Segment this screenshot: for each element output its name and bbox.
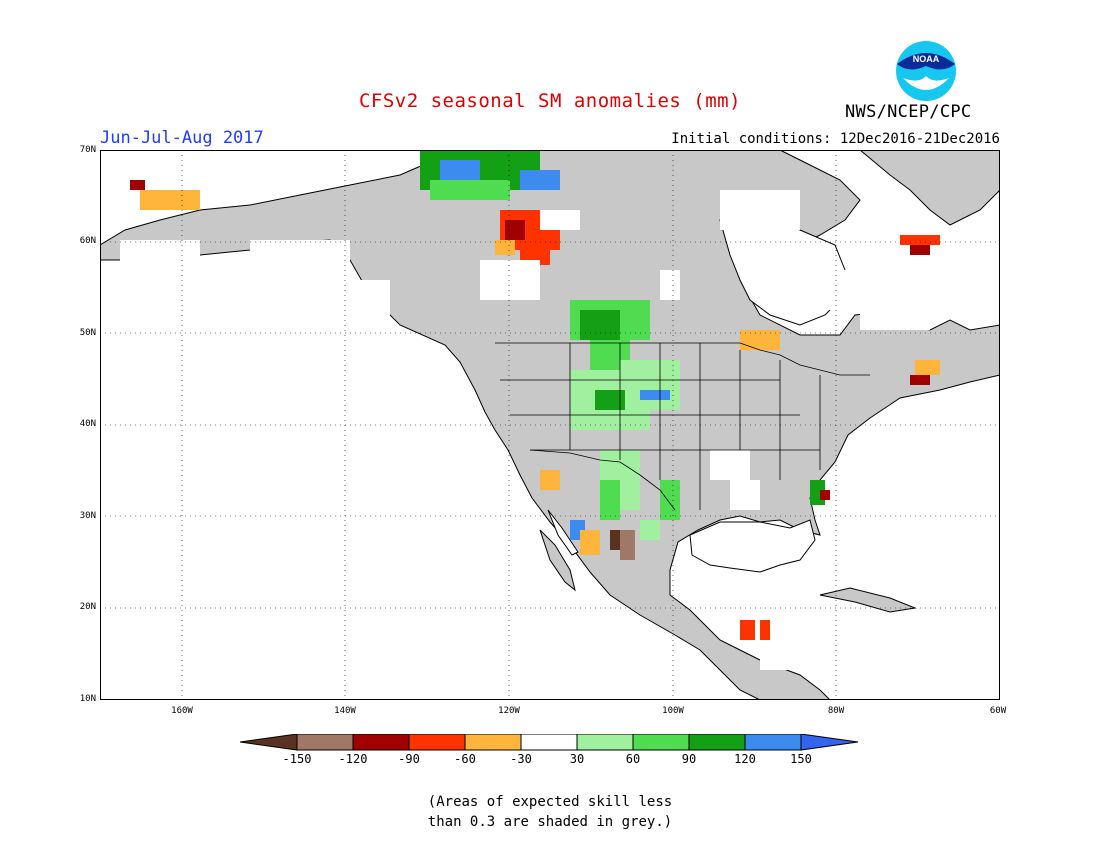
colorbar-bin-7 [632, 734, 690, 751]
greenland-land [859, 150, 1000, 226]
anomaly-cell [140, 190, 200, 210]
anomaly-cell [540, 470, 560, 490]
anomaly-cell [595, 390, 625, 410]
colorbar-low-arrow [240, 734, 298, 751]
noaa-logo: NOAA [896, 41, 956, 101]
anomaly-cell [640, 520, 660, 540]
anomaly-cell [660, 270, 680, 300]
anomaly-cell [120, 240, 200, 270]
colorbar-bin-8 [688, 734, 746, 751]
anomaly-cell [520, 170, 560, 190]
anomaly-cell [620, 530, 635, 560]
lat-label-60n: 60N [79, 236, 96, 246]
state-borders [495, 342, 870, 511]
anomaly-cell [760, 620, 770, 640]
lat-label-10n: 10N [79, 694, 96, 704]
colorbar-bin-6 [576, 734, 634, 751]
anomaly-cell [620, 360, 680, 410]
anomaly-cell [730, 480, 760, 510]
anomaly-cell [820, 490, 830, 500]
skill-note-line-1: (Areas of expected skill less [427, 794, 673, 810]
anomaly-cell [910, 375, 930, 385]
anomaly-cell [495, 240, 515, 255]
lon-label-140w: 140W [334, 706, 356, 716]
noaa-logo-text: NOAA [913, 54, 940, 64]
anomaly-cell [720, 190, 800, 230]
colorbar-bin-4 [464, 734, 522, 751]
anomaly-cell [130, 180, 145, 190]
forecast-period: Jun-Jul-Aug 2017 [100, 128, 264, 148]
anomaly-cell [760, 650, 790, 670]
anomaly-cell [360, 280, 390, 320]
colorbar-label-90: 90 [681, 752, 697, 766]
colorbar [240, 734, 859, 751]
anomaly-cell [430, 180, 510, 200]
lon-label-120w: 120W [498, 706, 520, 716]
anomaly-cell [540, 210, 580, 230]
lat-label-70n: 70N [79, 145, 96, 155]
colorbar-bin-5 [520, 734, 578, 751]
anomaly-cell [740, 330, 780, 350]
lat-label-50n: 50N [79, 328, 96, 338]
map-title: CFSv2 seasonal SM anomalies (mm) [358, 90, 742, 112]
colorbar-bin-3 [408, 734, 466, 751]
skill-note-line-2: than 0.3 are shaded in grey.) [427, 814, 673, 830]
colorbar-label-120: 120 [734, 752, 756, 766]
anomaly-cell [440, 160, 480, 180]
colorbar-label-m120: -120 [338, 752, 368, 766]
colorbar-label-m90: -90 [398, 752, 420, 766]
anomaly-cells [120, 150, 940, 670]
skill-note: (Areas of expected skill less than 0.3 a… [0, 792, 1100, 832]
baja-land [539, 529, 576, 592]
colorbar-label-m30: -30 [510, 752, 532, 766]
map-frame [100, 150, 1000, 700]
lon-label-80w: 80W [827, 706, 845, 716]
anomaly-cell [710, 450, 750, 480]
lon-label-60w: 60W [989, 706, 1007, 716]
anomaly-cell [740, 620, 755, 640]
anomaly-cell [580, 310, 620, 340]
anomaly-cell [900, 235, 940, 245]
agency-label: NWS/NCEP/CPC [845, 102, 972, 122]
initial-conditions: Initial conditions: 12Dec2016-21Dec2016 [671, 131, 1000, 147]
anomaly-map [100, 150, 1000, 700]
anomaly-cell [580, 530, 600, 555]
anomaly-cell [610, 530, 620, 550]
anomaly-cell [915, 360, 940, 375]
colorbar-label-60: 60 [625, 752, 641, 766]
us-mexico-border [529, 449, 676, 511]
lon-label-160w: 160W [171, 706, 193, 716]
colorbar-label-m60: -60 [454, 752, 476, 766]
anomaly-cell [600, 480, 620, 520]
anomaly-cell [250, 240, 350, 270]
colorbar-bin-2 [352, 734, 410, 751]
colorbar-label-m150: -150 [282, 752, 312, 766]
anomaly-cell [480, 260, 540, 300]
colorbar-high-arrow [800, 734, 859, 751]
lat-label-40n: 40N [79, 419, 96, 429]
lat-label-30n: 30N [79, 511, 96, 521]
colorbar-bin-1 [296, 734, 354, 751]
graticule [100, 150, 1000, 700]
us-canada-border [495, 342, 870, 376]
lat-label-20n: 20N [79, 602, 96, 612]
anomaly-cell [505, 220, 525, 240]
anomaly-cell [640, 390, 670, 400]
anomaly-cell [860, 300, 930, 330]
gulf-of-mexico [689, 519, 816, 573]
anomaly-cell [910, 245, 930, 255]
colorbar-bin-9 [744, 734, 802, 751]
lon-label-100w: 100W [662, 706, 684, 716]
gulf-of-california [547, 509, 579, 556]
colorbar-label-30: 30 [569, 752, 585, 766]
anomaly-cell [660, 480, 680, 520]
colorbar-label-150: 150 [790, 752, 812, 766]
